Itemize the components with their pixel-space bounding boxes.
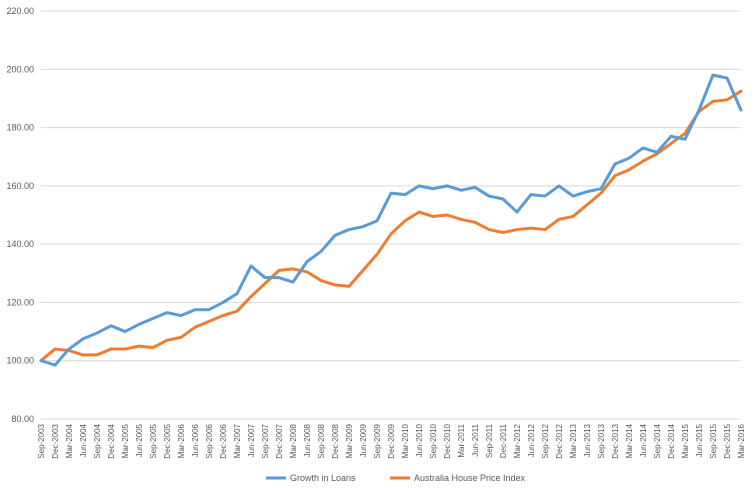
x-tick-label: Dec-2011 [499, 423, 508, 458]
x-tick-label: Sep-2015 [709, 423, 718, 458]
x-tick-label: Dec-2004 [107, 423, 116, 458]
x-tick-label: Dec-2009 [387, 423, 396, 458]
x-tick-label: Mar-2009 [345, 423, 354, 458]
x-tick-label: Dec-2013 [611, 423, 620, 458]
x-tick-label: Sep-2008 [317, 423, 326, 458]
x-tick-label: Mar-2007 [233, 423, 242, 458]
x-tick-label: Mar-2010 [401, 423, 410, 458]
x-tick-label: Dec-2005 [163, 423, 172, 458]
grid-lines [41, 10, 741, 420]
x-tick-label: Mar-2005 [121, 423, 130, 458]
x-tick-label: Sep-2006 [205, 423, 214, 458]
x-tick-label: Jun-2015 [695, 423, 704, 457]
x-tick-label: Dec-2010 [443, 423, 452, 458]
x-tick-label: Mar-2015 [681, 423, 690, 458]
y-tick-label: 200.00 [6, 64, 34, 74]
x-tick-label: Sep-2011 [485, 423, 494, 458]
x-tick-label: Sep-2007 [261, 423, 270, 458]
x-axis-tick-labels: Sep-2003 Dec-2003 Mar-2004 Jun-2004 Sep-2004… [37, 423, 746, 458]
x-tick-label: Sep-2004 [93, 423, 102, 458]
x-tick-label: Jun-2014 [639, 423, 648, 457]
x-tick-label: Sep-2014 [653, 423, 662, 458]
y-tick-label: 180.00 [6, 123, 34, 133]
x-tick-label: Sep-2013 [597, 423, 606, 458]
x-tick-label: Jun-2011 [471, 423, 480, 456]
x-tick-label: Sep-2009 [373, 423, 382, 458]
x-tick-label: Jun-2013 [583, 423, 592, 457]
y-tick-label: 80.00 [11, 414, 34, 424]
x-tick-label: Jun-2012 [527, 423, 536, 457]
x-tick-label: Sep-2010 [429, 423, 438, 458]
x-tick-label: Dec-2008 [331, 423, 340, 458]
y-tick-label: 120.00 [6, 297, 34, 307]
x-tick-label: Mar-2011 [457, 423, 466, 457]
x-tick-label: Dec-2012 [555, 423, 564, 458]
x-tick-label: Jun-2009 [359, 423, 368, 457]
x-tick-label: Mar-2014 [625, 423, 634, 458]
x-tick-label: Dec-2014 [667, 423, 676, 458]
y-tick-label: 100.00 [6, 356, 34, 366]
legend-label-1: Australia House Price Index [414, 473, 526, 483]
x-tick-label: Sep-2012 [541, 423, 550, 458]
legend: Growth in Loans Australia House Price Ind… [266, 473, 526, 483]
y-tick-label: 140.00 [6, 239, 34, 249]
x-tick-label: Mar-2012 [513, 423, 522, 458]
series-lines [39, 73, 743, 367]
y-axis-tick-labels: 80.00 100.00 120.00 140.00 160.00 180.00 200.0… [6, 6, 34, 424]
y-tick-label: 220.00 [6, 6, 34, 16]
legend-label-0: Growth in Loans [290, 473, 356, 483]
y-tick-label: 160.00 [6, 181, 34, 191]
x-tick-label: Sep-2005 [149, 423, 158, 458]
series-line-0 [39, 73, 743, 367]
x-tick-label: Mar-2013 [569, 423, 578, 458]
x-tick-label: Jun-2005 [135, 423, 144, 457]
x-tick-label: Jun-2007 [247, 423, 256, 457]
x-tick-label: Mar-2006 [177, 423, 186, 458]
x-tick-label: Jun-2006 [191, 423, 200, 457]
x-tick-label: Mar-2008 [289, 423, 298, 458]
x-tick-label: Jun-2004 [79, 423, 88, 457]
x-tick-label: Sep-2003 [37, 423, 46, 458]
x-tick-label: Dec-2007 [275, 423, 284, 458]
x-tick-label: Jun-2010 [415, 423, 424, 457]
x-tick-label: Jun-2008 [303, 423, 312, 457]
x-tick-label: Mar-2004 [65, 423, 74, 458]
series-line-1 [39, 89, 743, 363]
x-tick-label: Mar-2016 [737, 423, 746, 458]
x-tick-label: Dec-2006 [219, 423, 228, 458]
x-tick-label: Dec-2003 [51, 423, 60, 458]
x-tick-label: Dec-2015 [723, 423, 732, 458]
